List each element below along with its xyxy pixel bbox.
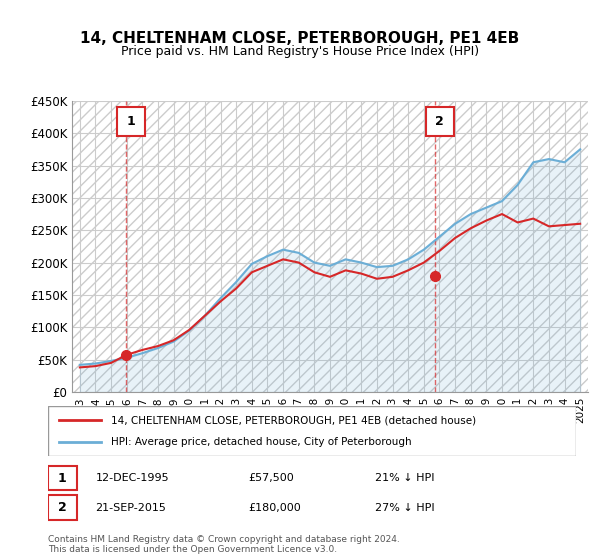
Text: HPI: Average price, detached house, City of Peterborough: HPI: Average price, detached house, City… — [112, 437, 412, 447]
FancyBboxPatch shape — [116, 106, 145, 136]
Text: Contains HM Land Registry data © Crown copyright and database right 2024.
This d: Contains HM Land Registry data © Crown c… — [48, 535, 400, 554]
Text: 21-SEP-2015: 21-SEP-2015 — [95, 502, 166, 512]
Text: £57,500: £57,500 — [248, 473, 295, 483]
Text: 27% ↓ HPI: 27% ↓ HPI — [376, 502, 435, 512]
Text: £180,000: £180,000 — [248, 502, 301, 512]
FancyBboxPatch shape — [48, 406, 576, 456]
Text: Price paid vs. HM Land Registry's House Price Index (HPI): Price paid vs. HM Land Registry's House … — [121, 45, 479, 58]
Text: 21% ↓ HPI: 21% ↓ HPI — [376, 473, 435, 483]
Text: 2: 2 — [436, 115, 444, 128]
Text: 1: 1 — [126, 115, 135, 128]
Text: 2: 2 — [58, 501, 67, 514]
Text: 14, CHELTENHAM CLOSE, PETERBOROUGH, PE1 4EB: 14, CHELTENHAM CLOSE, PETERBOROUGH, PE1 … — [80, 31, 520, 46]
FancyBboxPatch shape — [48, 496, 77, 520]
FancyBboxPatch shape — [48, 466, 77, 490]
Text: 12-DEC-1995: 12-DEC-1995 — [95, 473, 169, 483]
Text: 1: 1 — [58, 472, 67, 484]
FancyBboxPatch shape — [426, 106, 454, 136]
Text: 14, CHELTENHAM CLOSE, PETERBOROUGH, PE1 4EB (detached house): 14, CHELTENHAM CLOSE, PETERBOROUGH, PE1 … — [112, 415, 476, 425]
